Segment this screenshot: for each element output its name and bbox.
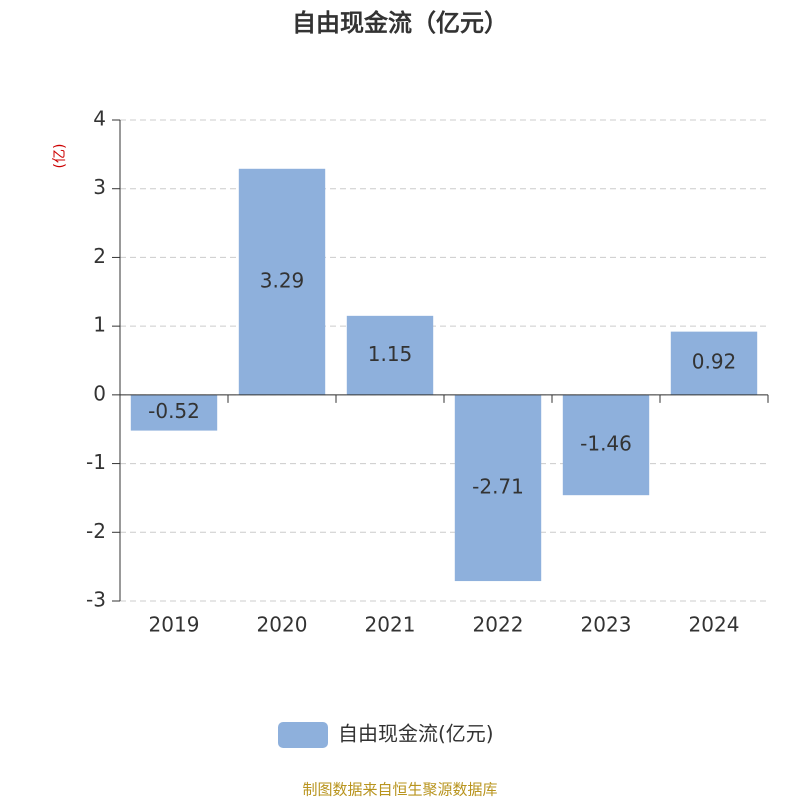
chart-title: 自由现金流（亿元） [292,9,508,37]
source-note: 制图数据来自恒生聚源数据库 [302,781,497,799]
y-tick-label: 3 [93,175,106,199]
y-axis-label: (亿) [52,144,68,169]
y-tick-label: 1 [93,313,106,337]
y-tick-label: -3 [86,588,106,612]
x-tick-label: 2024 [689,613,740,637]
bar [670,331,758,395]
y-tick-label: -2 [86,519,106,543]
bar [454,394,542,582]
x-tick-label: 2023 [581,613,632,637]
x-tick-label: 2019 [149,613,200,637]
y-tick-label: 2 [93,244,106,268]
bar [562,394,650,496]
value-label: 1.15 [368,342,413,366]
x-tick-label: 2020 [257,613,308,637]
y-tick-label: 4 [93,107,106,131]
bar [238,168,326,395]
y-tick-label: -1 [86,450,106,474]
x-tick-label: 2021 [365,613,416,637]
value-label: 0.92 [692,350,737,374]
x-tick-label: 2022 [473,613,524,637]
bar [346,315,434,395]
value-label: -2.71 [472,474,524,498]
y-tick-label: 0 [93,381,106,405]
value-label: -1.46 [580,432,632,456]
value-label: 3.29 [260,268,305,292]
bar [130,394,218,431]
value-label: -0.52 [148,399,200,423]
legend-swatch [278,722,328,748]
legend-label: 自由现金流(亿元) [338,722,494,746]
